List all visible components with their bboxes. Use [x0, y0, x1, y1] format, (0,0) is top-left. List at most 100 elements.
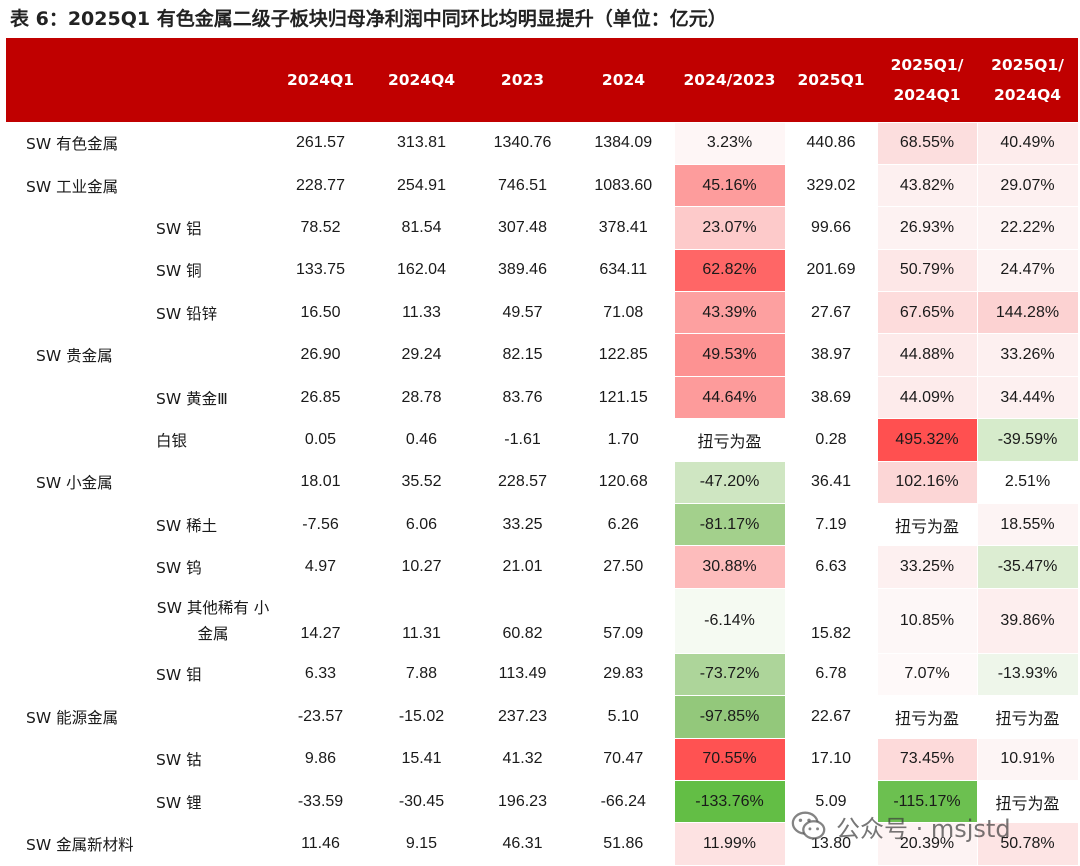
cell-2023: 113.49 [498, 665, 547, 683]
cell-q1-over-q4: 扭亏为盈 [976, 779, 1079, 824]
cell-q1-over-q4: -39.59% [976, 418, 1079, 462]
cell-2023: 83.76 [502, 388, 543, 406]
row-label: SW 锂 [156, 793, 202, 812]
cell-2023: 746.51 [498, 176, 547, 194]
row-label: SW 钴 [156, 751, 202, 770]
cell-yoy: 49.53% [673, 333, 786, 377]
header-name [6, 38, 270, 122]
cell-q1-over-q1: 33.25% [876, 545, 978, 589]
cell-2025q1: 38.69 [810, 388, 852, 406]
cell-yoy: 3.23% [673, 121, 786, 165]
cell-2023: 60.82 [502, 625, 543, 643]
cell-2025q1: 13.80 [810, 835, 852, 853]
cell-2024q1: 261.57 [296, 134, 345, 152]
header-2024q1: 2024Q1 [270, 38, 371, 122]
table-row: SW 钼 6.33 7.88 113.49 29.83 -73.72% 6.78 7.07% -… [6, 652, 1079, 697]
cell-2024: 27.50 [603, 558, 644, 576]
cell-2025q1: 201.69 [806, 261, 856, 279]
cell-yoy: -6.14% [673, 587, 786, 654]
row-label: SW 有色金属 [26, 135, 119, 154]
table-row: SW 钨 4.97 10.27 21.01 27.50 30.88% 6.63 33.25% -… [6, 545, 1079, 589]
cell-q1-over-q4: 24.47% [976, 248, 1079, 293]
cell-2023: 46.31 [502, 835, 543, 853]
cell-q1-over-q1: 102.16% [876, 460, 978, 505]
header-row: 2024Q1 2024Q4 2023 2024 2024/2023 2025Q1… [6, 38, 1078, 122]
cell-2024q1: 6.33 [304, 665, 337, 683]
cell-2024q4: -30.45 [398, 792, 445, 810]
cell-2024: 121.15 [598, 388, 648, 406]
cell-q1-over-q1: 扭亏为盈 [876, 503, 978, 547]
cell-2025q1: 22.67 [810, 707, 852, 725]
cell-2025q1: 99.66 [810, 218, 852, 236]
cell-2024q1: 0.05 [304, 430, 337, 448]
cell-yoy: 45.16% [673, 163, 786, 208]
cell-2025q1: 0.28 [815, 430, 847, 448]
cell-2023: 1340.76 [493, 134, 552, 152]
cell-2024q1: 9.86 [304, 750, 337, 768]
cell-2024q4: 15.41 [401, 750, 442, 768]
cell-2024q1: 4.97 [304, 558, 337, 576]
table-row: SW 铜 133.75 162.04 389.46 634.11 62.82% 201.69… [6, 248, 1079, 293]
cell-q1-over-q4: 144.28% [976, 291, 1079, 335]
table-title: 表 6：2025Q1 有色金属二级子板块归母净利润中同环比均明显提升（单位：亿元… [10, 8, 727, 30]
cell-2025q1: 329.02 [806, 176, 856, 194]
cell-q1-over-q1: 73.45% [876, 737, 978, 781]
cell-yoy: 70.55% [673, 737, 786, 781]
cell-q1-over-q4: 18.55% [976, 503, 1079, 547]
header-q1-over-q4-line1: 2025Q1/ [991, 55, 1064, 74]
cell-2025q1: 6.63 [815, 558, 847, 576]
table-row: SW 金属新材料 11.46 9.15 46.31 51.86 11.99% 13.80 20… [6, 822, 1079, 866]
cell-2024q4: 10.27 [401, 558, 442, 576]
cell-q1-over-q1: 44.09% [876, 375, 978, 420]
table-row: SW 贵金属 26.90 29.24 82.15 122.85 49.53% 38.97 44… [6, 333, 1079, 377]
header-2025q1: 2025Q1 [785, 38, 877, 122]
header-q1-over-q1-line1: 2025Q1/ [890, 55, 964, 74]
header-2023: 2023 [472, 38, 573, 122]
cell-2024: 120.68 [598, 473, 648, 491]
row-label: SW 贵金属 [36, 347, 113, 366]
table-row: SW 小金属 18.01 35.52 228.57 120.68 -47.20% 36.41… [6, 460, 1079, 505]
cell-q1-over-q4: 34.44% [976, 375, 1079, 420]
cell-q1-over-q1: 扭亏为盈 [876, 695, 978, 739]
cell-q1-over-q1: 43.82% [876, 163, 978, 208]
cell-2023: 196.23 [498, 792, 547, 810]
wechat-icon [791, 811, 826, 840]
cell-yoy: -47.20% [673, 460, 786, 505]
cell-2024q1: 228.77 [296, 176, 345, 194]
cell-2024: 51.86 [603, 835, 644, 853]
cell-q1-over-q1: 67.65% [876, 291, 978, 335]
table-row: SW 铅锌 16.50 11.33 49.57 71.08 43.39% 27.67 67.6… [6, 291, 1079, 335]
cell-2024: 1083.60 [594, 176, 653, 194]
cell-2023: 228.57 [498, 473, 547, 491]
cell-2024: 29.83 [603, 665, 644, 683]
cell-yoy: 23.07% [673, 206, 786, 250]
header-q1-over-q4: 2025Q1/ 2024Q4 [977, 38, 1078, 122]
cell-2023: 307.48 [498, 218, 547, 236]
table-row: SW 能源金属 -23.57 -15.02 237.23 5.10 -97.85% 22.6… [6, 695, 1079, 739]
cell-2023: 82.15 [502, 346, 543, 364]
cell-q1-over-q1: 50.79% [876, 248, 978, 293]
table-row: SW 黄金Ⅲ 26.85 28.78 83.76 121.15 44.64% 38.69 44… [6, 375, 1079, 420]
cell-yoy: 扭亏为盈 [673, 418, 786, 462]
row-label: SW 小金属 [36, 474, 113, 493]
row-label: SW 钨 [156, 559, 202, 578]
header-q1-over-q4-line2: 2024Q4 [993, 85, 1062, 104]
cell-2024q1: 18.01 [300, 473, 341, 491]
cell-2024: 57.09 [603, 625, 644, 643]
cell-2023: 33.25 [502, 515, 543, 533]
row-label: SW 铝 [156, 219, 202, 238]
cell-2024q4: 29.24 [401, 346, 442, 364]
cell-2024: 378.41 [598, 218, 648, 236]
cell-2025q1: 15.82 [810, 625, 852, 643]
header-yoy: 2024/2023 [674, 38, 785, 122]
cell-2024q4: 0.46 [405, 430, 438, 448]
cell-yoy: 43.39% [673, 291, 786, 335]
cell-q1-over-q1: 26.93% [876, 206, 978, 250]
cell-2024: 71.08 [603, 303, 644, 321]
cell-2024q4: 6.06 [405, 515, 438, 533]
cell-2024q1: 26.85 [300, 388, 341, 406]
cell-2024q1: -33.59 [297, 792, 344, 810]
cell-q1-over-q4: -35.47% [976, 545, 1079, 589]
cell-2024q1: 14.27 [300, 625, 341, 643]
cell-2025q1: 7.19 [815, 515, 847, 533]
